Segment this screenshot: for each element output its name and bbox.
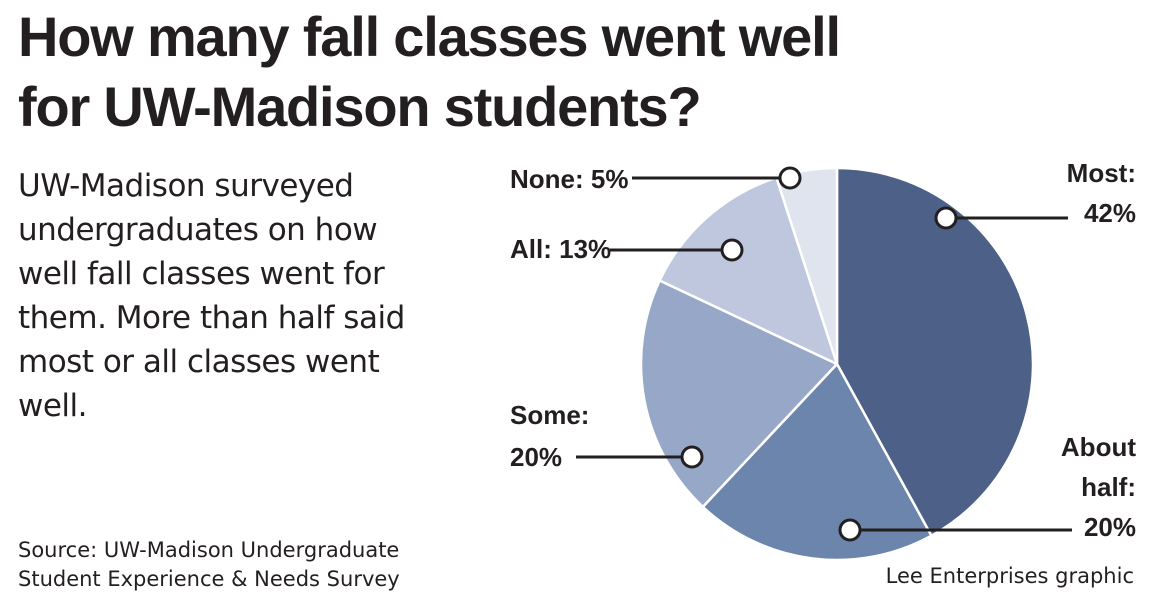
description-text: UW-Madison surveyed undergraduates on ho… bbox=[18, 168, 405, 424]
leader-dot-about-half bbox=[838, 518, 862, 542]
chart-title: How many fall classes went well for UW-M… bbox=[18, 2, 841, 142]
slice-label-about-half-line-3: 20% bbox=[1084, 512, 1136, 542]
title-line-2: for UW-Madison students? bbox=[18, 75, 702, 138]
slice-label-about-half-line-1: About bbox=[1061, 432, 1136, 462]
leader-dot-some bbox=[680, 445, 704, 469]
leader-dot-all bbox=[720, 238, 744, 262]
source-line-2: Student Experience & Needs Survey bbox=[18, 567, 400, 591]
graphic-credit: Lee Enterprises graphic bbox=[885, 564, 1134, 588]
pie-slice-most bbox=[835, 166, 1035, 538]
slice-label-most-line-2: 42% bbox=[1084, 198, 1136, 228]
slice-label-most-line-1: Most: bbox=[1067, 158, 1136, 188]
pie-slice-about-half bbox=[701, 362, 933, 562]
source-line-1: Source: UW-Madison Undergraduate bbox=[18, 538, 400, 562]
title-line-1: How many fall classes went well bbox=[18, 5, 841, 68]
source-note: Source: UW-Madison Undergraduate Student… bbox=[18, 536, 400, 594]
slice-label-some-line-1: Some: bbox=[510, 400, 589, 430]
slice-label-some-line-2: 20% bbox=[510, 442, 562, 472]
slice-label-all-line-1: All: 13% bbox=[510, 234, 611, 264]
pie-slice-all bbox=[658, 176, 839, 366]
leader-dot-none bbox=[778, 166, 802, 190]
slice-label-about-half-line-2: half: bbox=[1081, 472, 1136, 502]
leader-dot-most bbox=[934, 206, 958, 230]
slice-label-none-line-1: None: 5% bbox=[510, 164, 628, 194]
